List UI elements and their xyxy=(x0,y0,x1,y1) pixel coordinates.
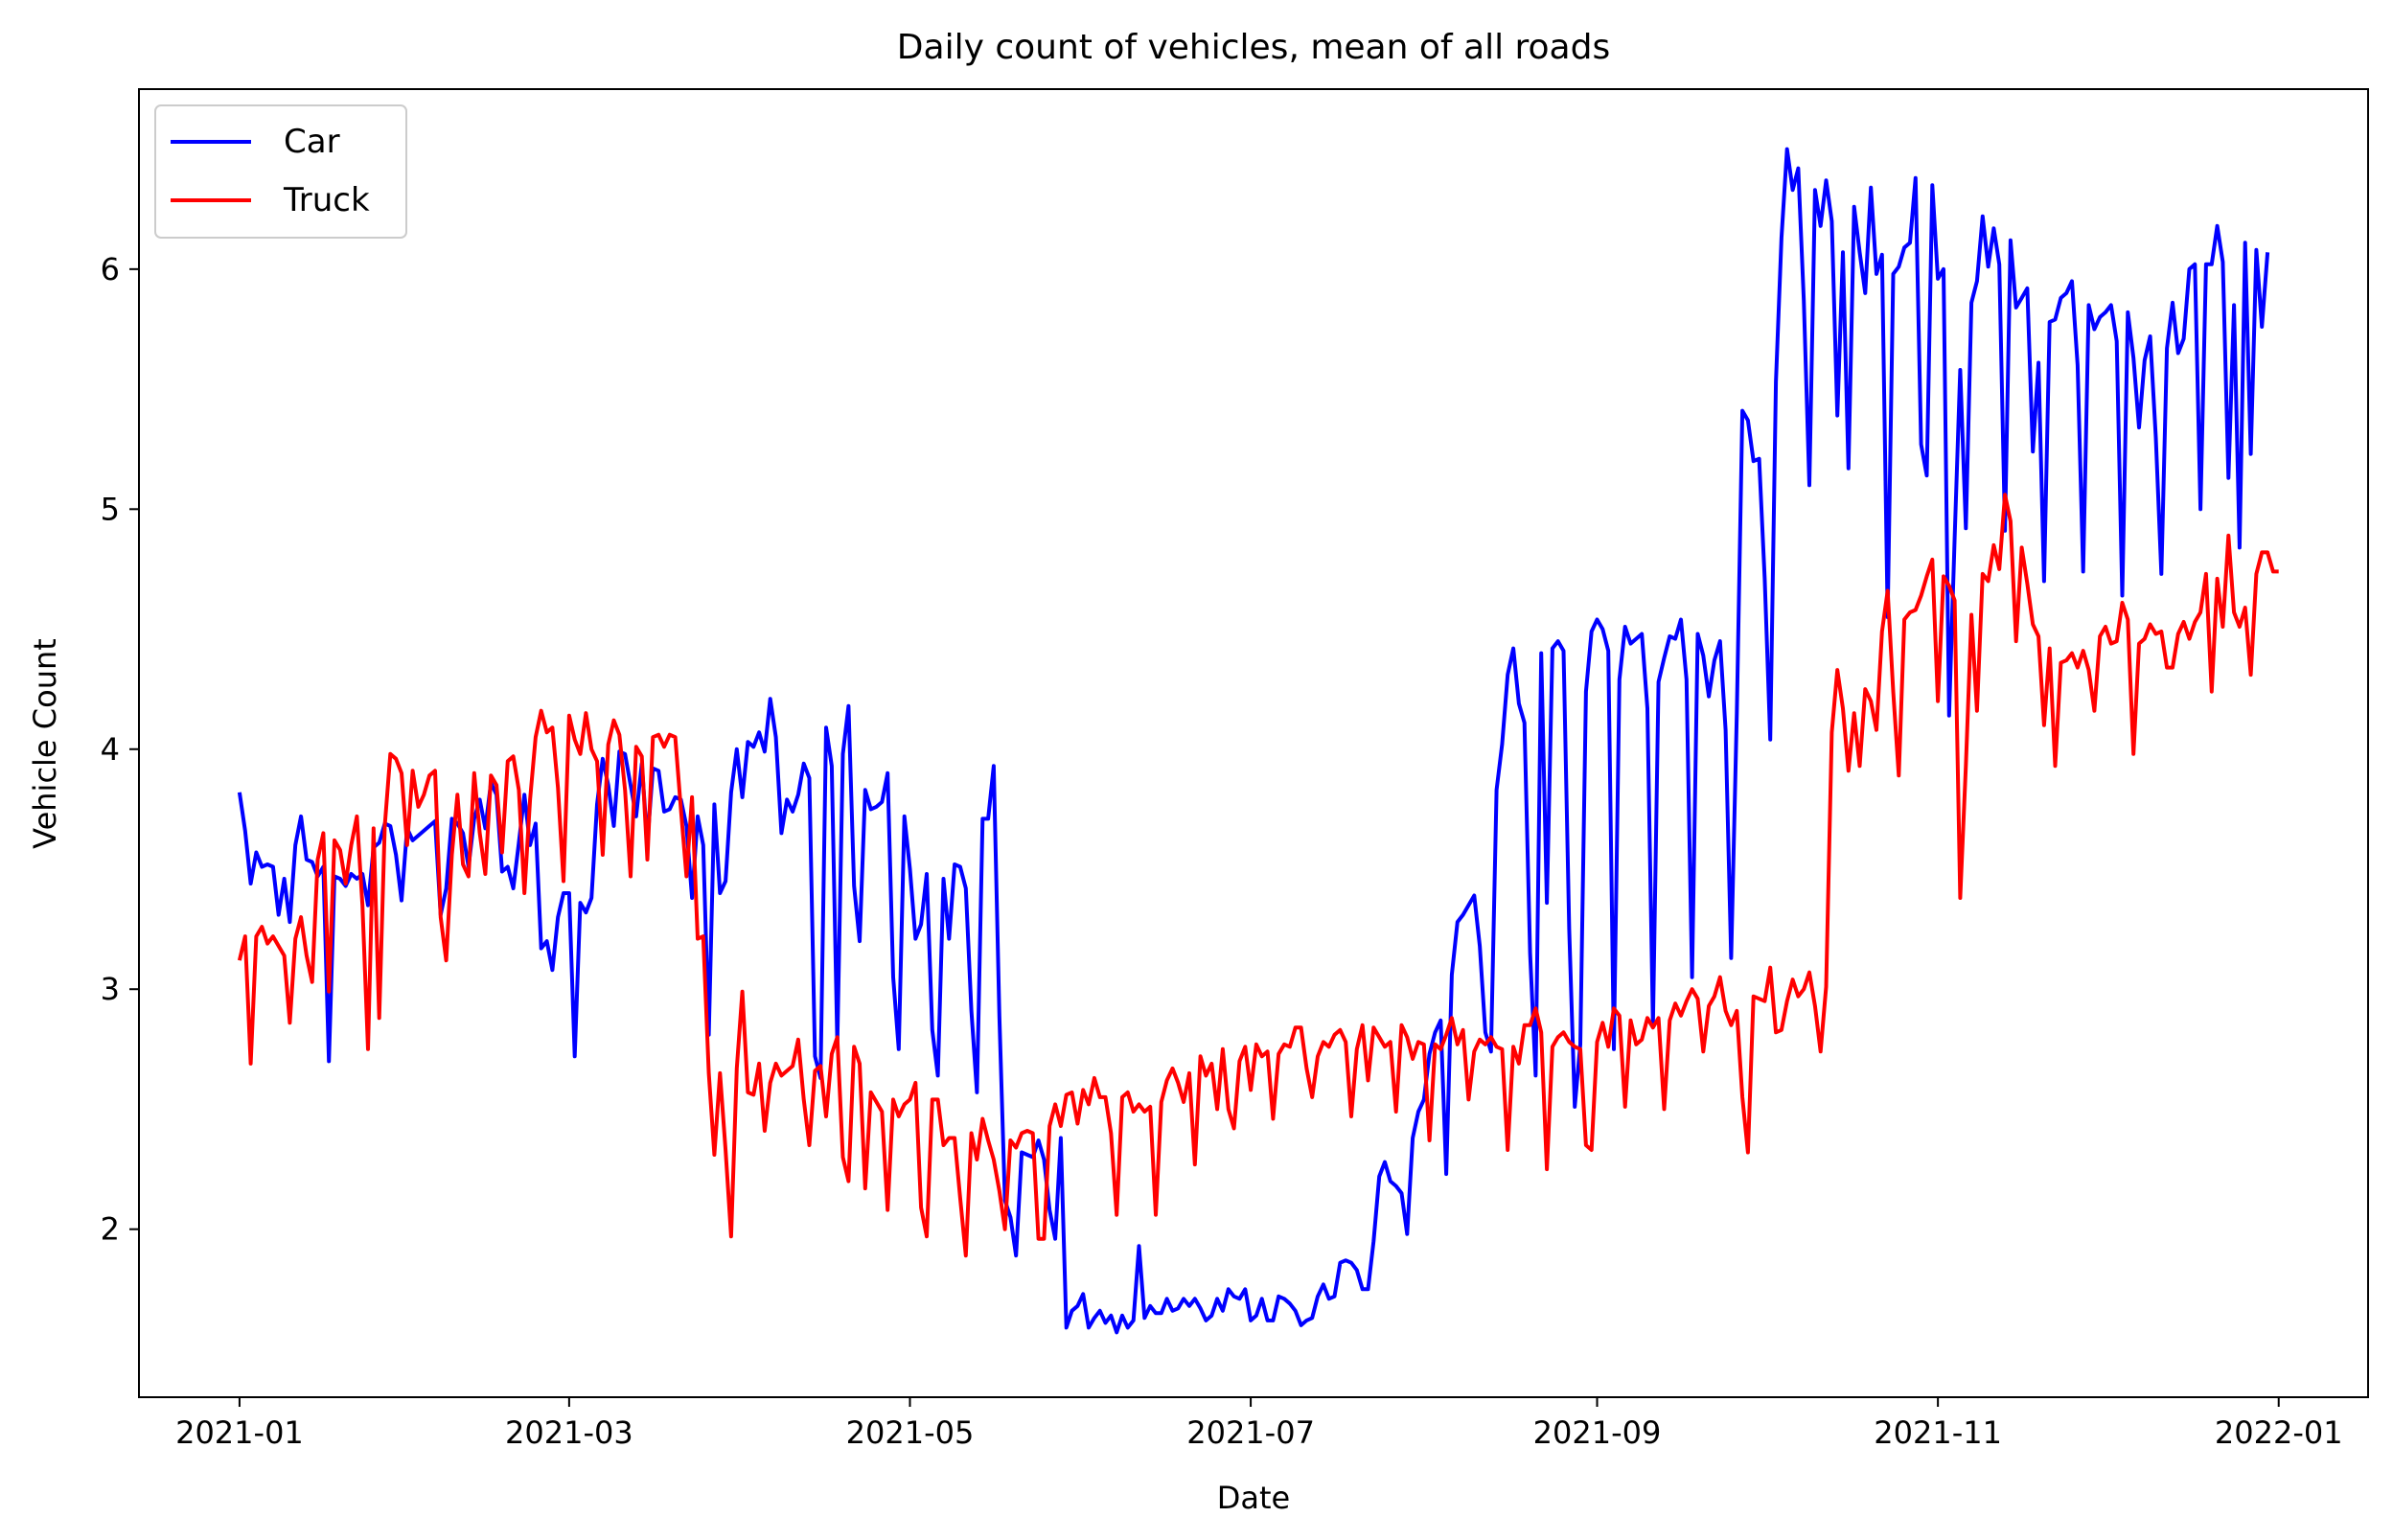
legend-box xyxy=(154,104,407,239)
x-tick-label: 2021-01 xyxy=(175,1414,304,1451)
x-tick-label: 2021-11 xyxy=(1874,1414,2002,1451)
y-tick-label: 4 xyxy=(101,731,120,768)
y-axis: 2 3 4 5 6 xyxy=(101,251,139,1248)
legend-truck-label: Truck xyxy=(283,181,370,219)
x-axis: 2021-01 2021-03 2021-05 2021-07 2021-09 2021-… xyxy=(175,1397,2343,1451)
x-axis-label: Date xyxy=(1217,1480,1290,1516)
series-line-truck xyxy=(237,493,2279,1258)
legend: Car Truck xyxy=(154,104,407,239)
chart-title: Daily count of vehicles, mean of all roa… xyxy=(897,28,1610,67)
series-line-car xyxy=(237,147,2270,1335)
y-tick-label: 5 xyxy=(101,491,120,527)
y-axis-label: Vehicle Count xyxy=(27,638,63,849)
y-tick-label: 6 xyxy=(101,251,120,287)
x-tick-label: 2021-03 xyxy=(505,1414,633,1451)
x-tick-label: 2021-07 xyxy=(1186,1414,1315,1451)
legend-car-label: Car xyxy=(284,123,340,161)
x-tick-label: 2022-01 xyxy=(2215,1414,2343,1451)
plot-frame xyxy=(138,88,2369,1398)
y-tick-label: 2 xyxy=(101,1211,120,1248)
x-tick-label: 2021-09 xyxy=(1533,1414,1662,1451)
y-tick-label: 3 xyxy=(101,971,120,1007)
x-tick-label: 2021-05 xyxy=(846,1414,975,1451)
